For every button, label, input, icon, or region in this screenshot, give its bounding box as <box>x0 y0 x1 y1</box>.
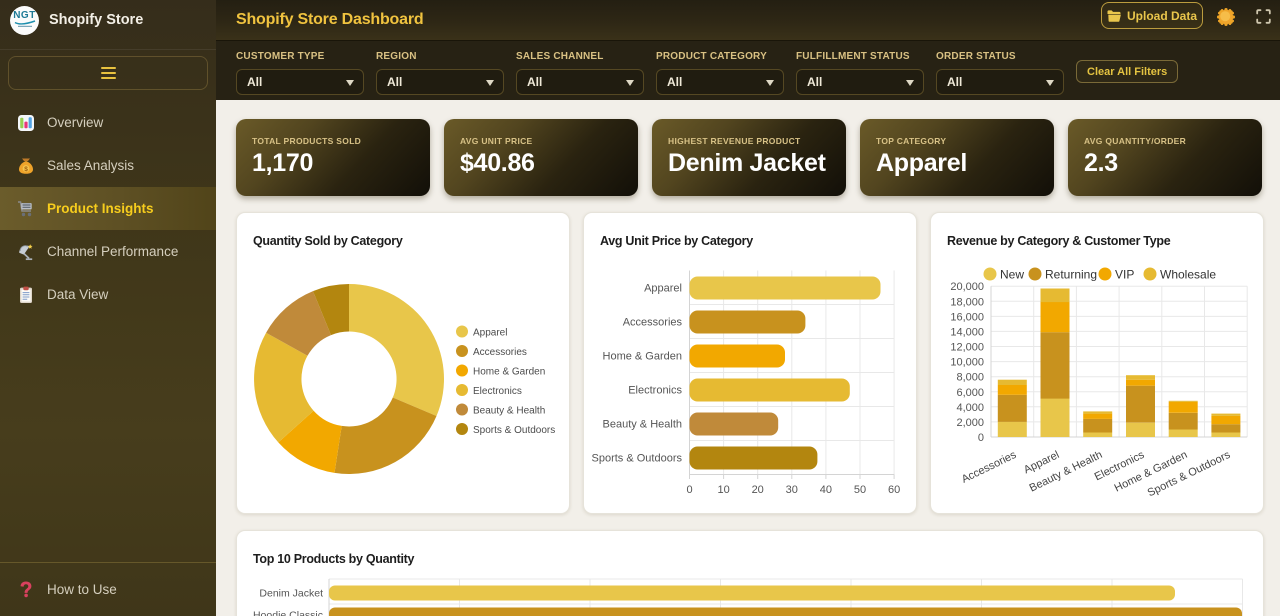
svg-text:Apparel: Apparel <box>473 328 507 339</box>
svg-text:40: 40 <box>820 484 832 496</box>
svg-text:2,000: 2,000 <box>956 417 984 429</box>
svg-text:6,000: 6,000 <box>956 387 984 399</box>
svg-text:Apparel: Apparel <box>644 283 682 295</box>
svg-text:Home & Garden: Home & Garden <box>603 351 682 363</box>
svg-text:10: 10 <box>717 484 729 496</box>
svg-text:8,000: 8,000 <box>956 372 984 384</box>
svg-text:60: 60 <box>888 484 900 496</box>
svg-text:10,000: 10,000 <box>950 357 984 369</box>
svg-text:50: 50 <box>854 484 866 496</box>
svg-text:Beauty & Health: Beauty & Health <box>473 406 545 417</box>
svg-text:VIP: VIP <box>1115 268 1134 282</box>
svg-text:Sports & Outdoors: Sports & Outdoors <box>473 425 555 436</box>
svg-text:Accessories: Accessories <box>960 449 1019 486</box>
svg-text:12,000: 12,000 <box>950 342 984 354</box>
svg-text:0: 0 <box>978 432 984 444</box>
svg-text:18,000: 18,000 <box>950 296 984 308</box>
svg-text:Denim Jacket: Denim Jacket <box>259 588 323 600</box>
svg-text:4,000: 4,000 <box>956 402 984 414</box>
svg-text:16,000: 16,000 <box>950 311 984 323</box>
svg-text:Wholesale: Wholesale <box>1160 268 1216 282</box>
svg-text:30: 30 <box>786 484 798 496</box>
svg-text:Sports & Outdoors: Sports & Outdoors <box>592 453 683 465</box>
svg-text:Accessories: Accessories <box>473 347 527 358</box>
svg-text:Hoodie Classic: Hoodie Classic <box>253 610 323 616</box>
svg-text:Returning: Returning <box>1045 268 1097 282</box>
svg-text:14,000: 14,000 <box>950 326 984 338</box>
svg-text:Home & Garden: Home & Garden <box>473 367 545 378</box>
svg-text:20,000: 20,000 <box>950 281 984 293</box>
svg-text:Electronics: Electronics <box>473 386 522 397</box>
svg-text:Accessories: Accessories <box>623 317 683 329</box>
svg-text:Beauty & Health: Beauty & Health <box>603 419 683 431</box>
svg-text:New: New <box>1000 268 1024 282</box>
svg-text:$: $ <box>24 165 28 172</box>
svg-text:Electronics: Electronics <box>628 385 682 397</box>
svg-text:20: 20 <box>752 484 764 496</box>
svg-text:0: 0 <box>686 484 692 496</box>
